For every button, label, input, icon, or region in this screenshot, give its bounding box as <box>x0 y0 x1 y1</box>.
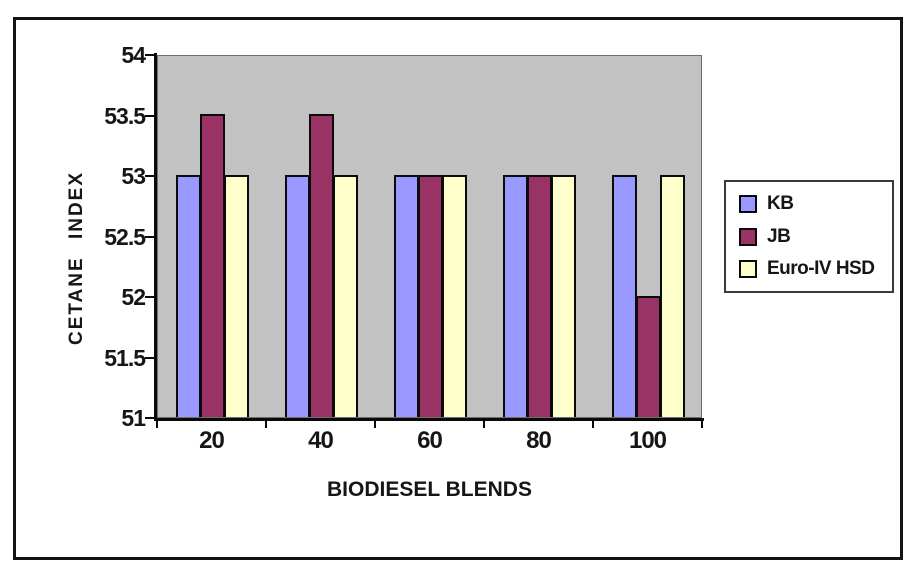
x-axis-line <box>154 418 704 421</box>
x-tick-mark <box>701 421 703 428</box>
x-category-label: 40 <box>308 427 334 454</box>
y-tick-mark <box>145 356 155 359</box>
bar-jb-100 <box>636 296 661 417</box>
x-category-label: 20 <box>199 427 225 454</box>
plot-area <box>157 55 702 418</box>
y-tick-label: 53 <box>121 163 146 189</box>
y-tick-mark <box>145 417 155 419</box>
y-tick-mark <box>145 54 155 56</box>
bar-kb-100 <box>612 175 637 417</box>
x-tick-mark <box>265 421 267 428</box>
x-tick-mark <box>156 421 158 428</box>
bar-euro-iv-hsd-20 <box>224 175 249 417</box>
legend-item: KB <box>739 193 892 215</box>
y-tick-label: 51.5 <box>104 344 146 371</box>
y-tick-label: 53.5 <box>104 102 146 129</box>
bar-kb-40 <box>285 175 310 417</box>
y-tick-mark <box>145 296 155 298</box>
x-tick-mark <box>483 421 485 428</box>
legend-item: JB <box>739 226 892 248</box>
bar-euro-iv-hsd-100 <box>660 175 685 417</box>
x-tick-mark <box>592 421 594 428</box>
legend-label: Euro-IV HSD <box>767 258 875 280</box>
legend-swatch-icon <box>739 194 757 213</box>
x-category-label: 100 <box>628 427 667 454</box>
legend-label: KB <box>767 192 794 214</box>
bar-euro-iv-hsd-40 <box>333 175 358 417</box>
bar-kb-60 <box>394 175 419 417</box>
y-tick-label: 51 <box>121 405 146 431</box>
bar-jb-80 <box>527 175 552 417</box>
x-tick-mark <box>374 421 376 428</box>
bar-kb-80 <box>503 175 528 417</box>
bar-jb-40 <box>309 114 334 417</box>
x-category-label: 80 <box>526 427 552 454</box>
y-tick-mark <box>145 114 155 117</box>
bar-jb-20 <box>200 114 225 417</box>
y-tick-mark <box>145 235 155 238</box>
y-axis-line <box>154 53 157 420</box>
legend-label: JB <box>767 225 791 247</box>
y-tick-label: 54 <box>121 42 146 68</box>
y-tick-label: 52 <box>121 284 146 310</box>
y-tick-label: 52.5 <box>104 223 146 250</box>
legend-item: Euro-IV HSD <box>739 258 892 280</box>
legend-swatch-icon <box>739 227 757 246</box>
bar-kb-20 <box>176 175 201 417</box>
legend: KB JB Euro-IV HSD <box>724 180 894 293</box>
bar-euro-iv-hsd-60 <box>442 175 467 417</box>
bar-euro-iv-hsd-80 <box>551 175 576 417</box>
y-tick-mark <box>145 175 155 177</box>
legend-swatch-icon <box>739 260 757 279</box>
x-category-label: 60 <box>417 427 443 454</box>
y-axis-title: CETANE INDEX <box>66 170 87 346</box>
bar-jb-60 <box>418 175 443 417</box>
x-axis-title: BIODIESEL BLENDS <box>327 478 532 501</box>
